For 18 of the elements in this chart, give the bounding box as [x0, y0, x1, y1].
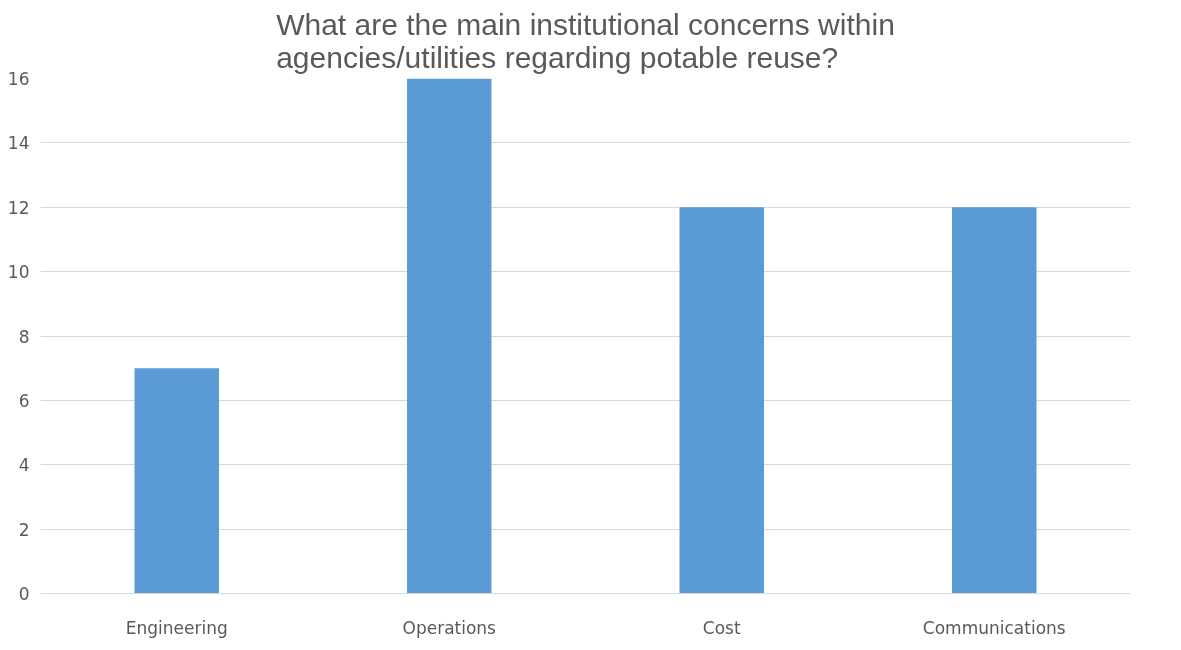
x-tick-label: Operations [402, 617, 497, 638]
bar [407, 78, 492, 594]
chart-title: What are the main institutional concerns within agencies/utilities regarding potable reuse? [276, 7, 895, 74]
y-tick-label: 4 [18, 455, 30, 476]
y-tick-label: 8 [18, 326, 30, 347]
bar [952, 207, 1037, 594]
y-tick-label: 2 [18, 519, 30, 540]
y-tick-label: 10 [7, 262, 30, 283]
y-tick-label: 14 [7, 133, 30, 154]
x-tick-label: Engineering [125, 617, 228, 638]
bar [134, 368, 219, 594]
x-tick-label: Cost [702, 617, 741, 638]
y-tick-label: 16 [7, 69, 30, 89]
y-tick-label: 12 [7, 197, 30, 218]
bar [679, 207, 764, 594]
x-tick-label: Communications [922, 617, 1066, 638]
y-tick-label: 6 [18, 390, 30, 411]
y-tick-label: 0 [18, 584, 30, 604]
